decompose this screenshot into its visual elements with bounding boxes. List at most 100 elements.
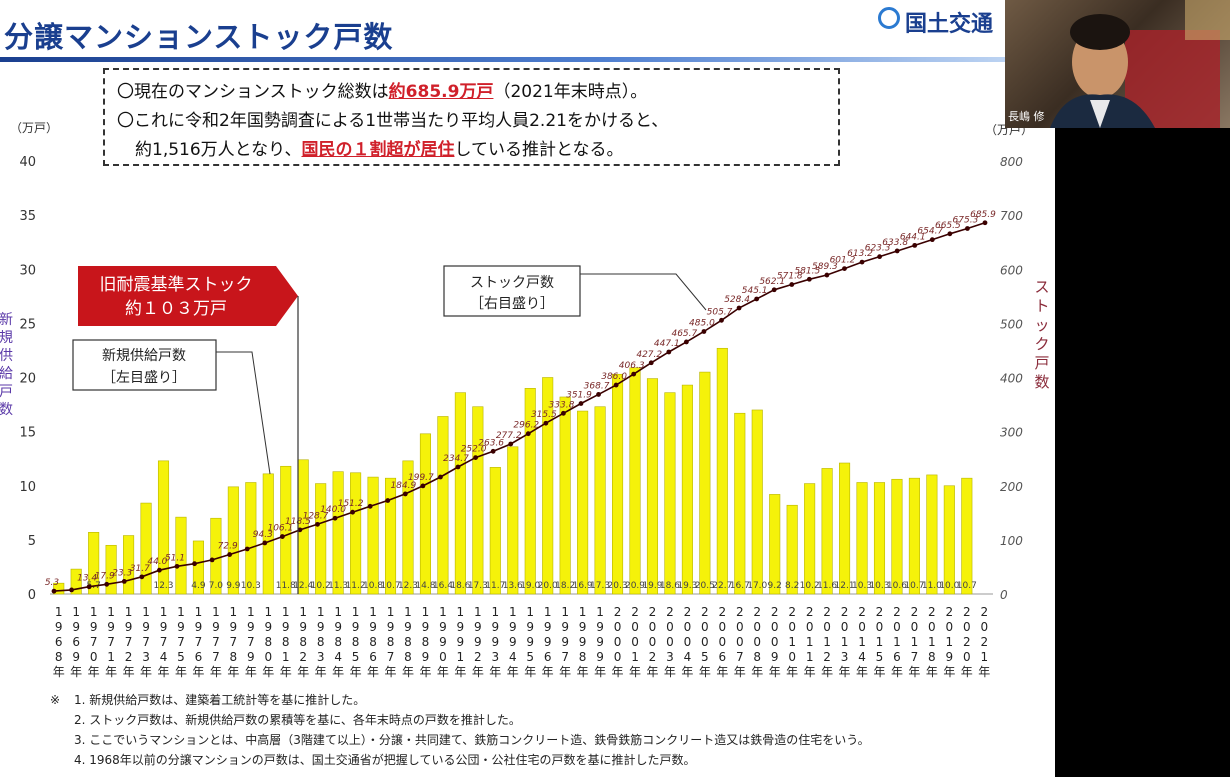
year-tick-char: 1 xyxy=(631,650,639,664)
year-tick-char: 1 xyxy=(107,650,115,664)
stock-point-label: 465.7 xyxy=(671,329,697,339)
year-tick-char: 年 xyxy=(751,665,763,679)
year-tick-char: 1 xyxy=(142,605,150,619)
year-tick-char: 1 xyxy=(299,605,307,619)
supply-callout-line1: 新規供給戸数 xyxy=(102,348,186,364)
year-tick-char: 9 xyxy=(596,620,604,634)
note-line-3: 約1,516万人となり、国民の１割超が居住している推計となる。 xyxy=(117,136,826,165)
year-tick-char: 1 xyxy=(457,605,465,619)
year-tick-char: 5 xyxy=(876,650,884,664)
year-tick-char: 年 xyxy=(577,665,589,679)
stock-point-label: 263.6 xyxy=(478,438,504,448)
year-tick-char: 2 xyxy=(841,605,849,619)
year-tick-char: 0 xyxy=(719,620,727,634)
year-tick-char: 2 xyxy=(666,605,674,619)
year-tick-char: 9 xyxy=(439,635,447,649)
year-tick-char: 1 xyxy=(369,605,377,619)
year-tick-char: 9 xyxy=(107,620,115,634)
year-tick-char: 1 xyxy=(858,635,866,649)
year-tick-char: 年 xyxy=(839,665,851,679)
supply-bar-label: 10.2 xyxy=(311,581,331,591)
stock-point-label: 234.7 xyxy=(443,454,469,464)
year-tick-char: 5 xyxy=(526,650,534,664)
stock-point-label: 277.2 xyxy=(496,431,522,441)
year-tick-char: 9 xyxy=(352,620,360,634)
stock-point-label: 94.3 xyxy=(253,530,273,540)
stock-callout-pointer xyxy=(580,273,707,311)
stock-point xyxy=(420,483,426,489)
stock-point-label: 581.5 xyxy=(794,266,820,276)
stock-point xyxy=(121,578,127,584)
supply-bar xyxy=(542,377,554,595)
stock-point-label: 296.2 xyxy=(513,421,539,431)
stock-point xyxy=(402,491,408,497)
supply-bar xyxy=(367,476,379,595)
stock-point-label: 351.9 xyxy=(566,391,592,401)
stock-point-label: 23.3 xyxy=(112,568,132,578)
supply-bar xyxy=(664,392,676,595)
stock-point xyxy=(648,360,654,366)
year-tick-char: 8 xyxy=(334,635,342,649)
year-tick-char: 2 xyxy=(771,605,779,619)
year-tick-char: 1 xyxy=(282,605,290,619)
year-tick-char: 7 xyxy=(107,635,115,649)
left-unit-label: （万戸） xyxy=(10,121,58,135)
chart-svg: 0510152025303540010020030040050060070080… xyxy=(0,121,1050,679)
stock-point xyxy=(596,392,601,397)
year-tick-char: 年 xyxy=(542,665,554,679)
summary-note-box: 〇現在のマンションストック総数は約685.9万戸（2021年末時点）。 〇これに… xyxy=(103,68,840,166)
year-tick-char: 年 xyxy=(908,665,920,679)
supply-callout-box xyxy=(72,339,217,391)
supply-bar-label: 10.2 xyxy=(800,581,820,591)
year-tick-char: 3 xyxy=(317,650,325,664)
year-tick-char: 3 xyxy=(841,650,849,664)
year-tick-char: 1 xyxy=(422,605,430,619)
year-tick-char: 0 xyxy=(666,620,674,634)
year-tick-char: 9 xyxy=(457,635,465,649)
stock-point-label: 623.3 xyxy=(865,244,891,254)
year-tick-char: 1 xyxy=(561,605,569,619)
stock-point xyxy=(877,254,883,260)
year-tick-char: 1 xyxy=(876,635,884,649)
year-tick-char: 9 xyxy=(509,620,517,634)
supply-bar xyxy=(716,347,728,595)
supply-bar xyxy=(123,535,135,595)
year-tick-char: 年 xyxy=(227,665,239,679)
year-tick-char: 1 xyxy=(457,650,465,664)
stock-point xyxy=(262,540,268,546)
year-tick-char: 1 xyxy=(107,605,115,619)
year-tick-char: 年 xyxy=(873,665,885,679)
year-tick-char: 9 xyxy=(317,620,325,634)
year-tick-char: 9 xyxy=(474,620,482,634)
stock-point-label: 315.5 xyxy=(531,410,557,420)
supply-bar xyxy=(70,568,82,595)
year-tick-char: 2 xyxy=(125,650,133,664)
year-tick-char: 1 xyxy=(160,605,168,619)
year-tick-char: 1 xyxy=(474,605,482,619)
year-tick-char: 1 xyxy=(264,605,272,619)
year-tick-char: 年 xyxy=(769,665,781,679)
supply-bar-label: 19.0 xyxy=(520,581,540,591)
supply-bar xyxy=(891,478,903,595)
year-tick-char: 7 xyxy=(230,635,238,649)
year-tick-char: 年 xyxy=(192,665,204,679)
year-tick-char: 8 xyxy=(264,635,272,649)
stock-point xyxy=(578,401,584,406)
year-tick-char: 4 xyxy=(160,650,168,664)
stock-point-label: 252.0 xyxy=(461,445,487,455)
right-tick-label: 200 xyxy=(1000,480,1023,494)
supply-bar xyxy=(804,483,816,595)
supply-bar-label: 7.0 xyxy=(209,581,224,591)
year-tick-char: 8 xyxy=(753,650,761,664)
year-tick-char: 0 xyxy=(771,620,779,634)
year-tick-char: 9 xyxy=(526,635,534,649)
year-tick-char: 2 xyxy=(684,605,692,619)
left-tick-label: 20 xyxy=(19,372,36,387)
year-tick-char: 7 xyxy=(125,635,133,649)
year-tick-char: 0 xyxy=(980,620,988,634)
year-tick-char: 0 xyxy=(963,650,971,664)
stock-point xyxy=(894,248,900,254)
stock-point-label: 613.2 xyxy=(847,249,873,259)
year-tick-char: 1 xyxy=(55,605,63,619)
year-tick-char: 9 xyxy=(579,635,587,649)
